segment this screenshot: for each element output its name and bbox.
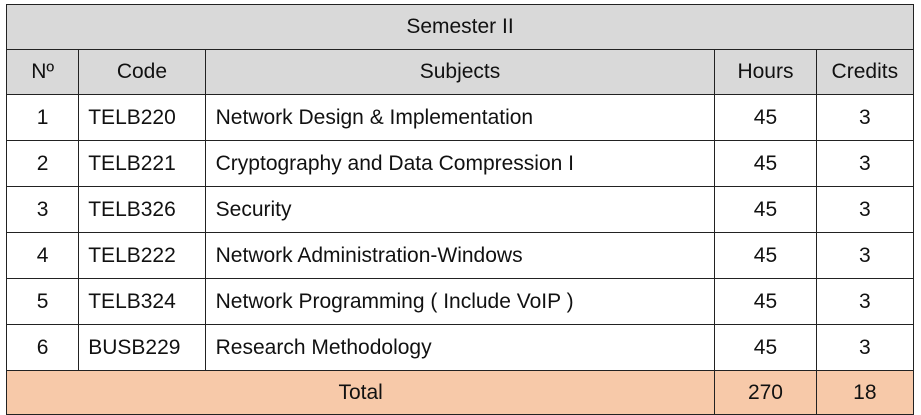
cell-no: 2 — [5, 140, 80, 187]
table-row: 2 TELB221 Cryptography and Data Compress… — [5, 140, 915, 187]
cell-subject: Security — [204, 186, 716, 233]
cell-hours: 45 — [714, 140, 817, 187]
cell-code: BUSB229 — [78, 324, 206, 371]
cell-code: TELB326 — [78, 186, 206, 233]
cell-credits: 3 — [815, 140, 915, 187]
cell-subject: Network Programming ( Include VoIP ) — [204, 278, 716, 325]
header-credits: Credits — [815, 49, 915, 95]
cell-subject: Cryptography and Data Compression I — [204, 140, 716, 187]
cell-code: TELB221 — [78, 140, 206, 187]
table-header-row: Nº Code Subjects Hours Credits — [5, 49, 915, 95]
header-subjects: Subjects — [204, 49, 716, 95]
cell-credits: 3 — [815, 186, 915, 233]
total-hours: 270 — [714, 370, 817, 415]
table-row: 1 TELB220 Network Design & Implementatio… — [5, 94, 915, 141]
table-row: 6 BUSB229 Research Methodology 45 3 — [5, 324, 915, 371]
cell-credits: 3 — [815, 232, 915, 279]
cell-credits: 3 — [815, 94, 915, 141]
cell-hours: 45 — [714, 278, 817, 325]
table-row: 4 TELB222 Network Administration-Windows… — [5, 232, 915, 279]
cell-no: 6 — [5, 324, 80, 371]
cell-subject: Research Methodology — [204, 324, 716, 371]
cell-hours: 45 — [714, 232, 817, 279]
cell-subject: Network Design & Implementation — [204, 94, 716, 141]
cell-hours: 45 — [714, 186, 817, 233]
cell-no: 1 — [5, 94, 80, 141]
cell-no: 4 — [5, 232, 80, 279]
header-hours: Hours — [714, 49, 817, 95]
cell-code: TELB222 — [78, 232, 206, 279]
cell-code: TELB324 — [78, 278, 206, 325]
header-code: Code — [78, 49, 206, 95]
table-row: 3 TELB326 Security 45 3 — [5, 186, 915, 233]
total-label: Total — [5, 370, 716, 415]
table-row: 5 TELB324 Network Programming ( Include … — [5, 278, 915, 325]
cell-credits: 3 — [815, 324, 915, 371]
table-title-row: Semester II — [6, 4, 914, 50]
total-credits: 18 — [815, 370, 915, 415]
header-no: Nº — [5, 49, 80, 95]
semester-table: Semester II Nº Code Subjects Hours Credi… — [5, 4, 915, 415]
cell-no: 5 — [5, 278, 80, 325]
table-title: Semester II — [6, 4, 914, 50]
cell-hours: 45 — [714, 324, 817, 371]
cell-no: 3 — [5, 186, 80, 233]
cell-hours: 45 — [714, 94, 817, 141]
total-row: Total 270 18 — [5, 370, 915, 415]
cell-credits: 3 — [815, 278, 915, 325]
cell-subject: Network Administration-Windows — [204, 232, 716, 279]
cell-code: TELB220 — [78, 94, 206, 141]
